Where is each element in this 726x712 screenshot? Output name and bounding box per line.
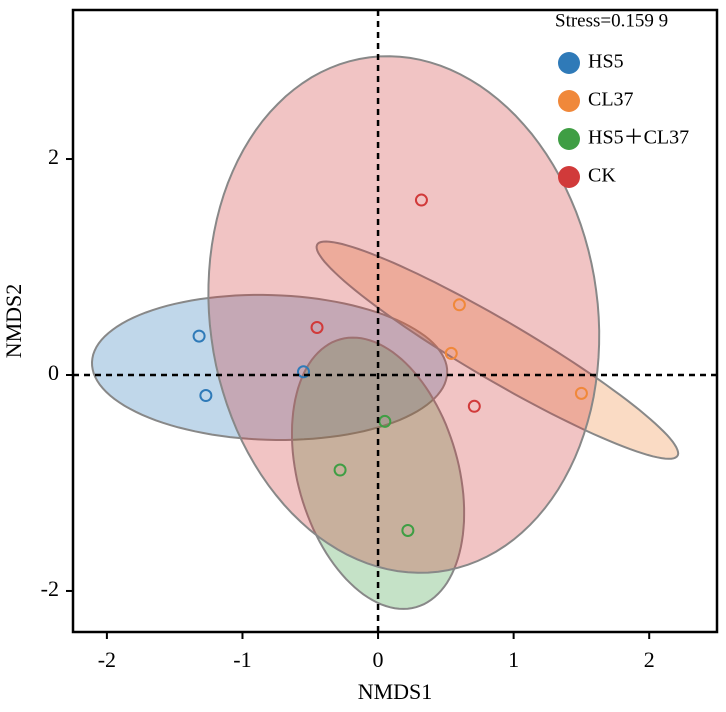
legend-marker [558, 52, 580, 74]
data-point [414, 193, 428, 207]
data-point [333, 463, 347, 477]
x-tick-label: 2 [644, 647, 655, 672]
confidence-ellipse [315, 240, 680, 460]
data-point [467, 399, 481, 413]
plot-frame [71, 8, 719, 634]
data-point [452, 298, 466, 312]
data-point [199, 389, 213, 403]
data-point [574, 386, 588, 400]
legend-marker [558, 128, 580, 150]
data-point [296, 365, 310, 379]
legend-label: HS5 [588, 51, 624, 73]
legend-label: HS5＋CL37 [588, 127, 689, 149]
annotation: Stress=0.159 9 [555, 10, 668, 31]
legend-label: CK [588, 165, 616, 187]
x-axis-label: NMDS1 [358, 679, 433, 704]
y-tick-label: 0 [48, 360, 59, 385]
x-tick-label: -2 [98, 647, 116, 672]
y-tick-label: 2 [48, 144, 59, 169]
points [192, 193, 588, 537]
x-tick-label: 0 [373, 647, 384, 672]
legend-label: CL37 [588, 89, 634, 111]
confidence-ellipse [90, 293, 449, 441]
legend-marker [558, 166, 580, 188]
data-point [401, 523, 415, 537]
data-point [310, 320, 324, 334]
data-point [378, 414, 392, 428]
confidence-ellipse [207, 55, 601, 574]
data-point [444, 346, 458, 360]
y-axis-label: NMDS2 [1, 284, 26, 359]
x-tick-label: -1 [233, 647, 251, 672]
ellipses [90, 55, 680, 610]
data-point [192, 329, 206, 343]
x-tick-label: 1 [508, 647, 519, 672]
y-tick-label: -2 [41, 576, 59, 601]
legend-marker [558, 90, 580, 112]
